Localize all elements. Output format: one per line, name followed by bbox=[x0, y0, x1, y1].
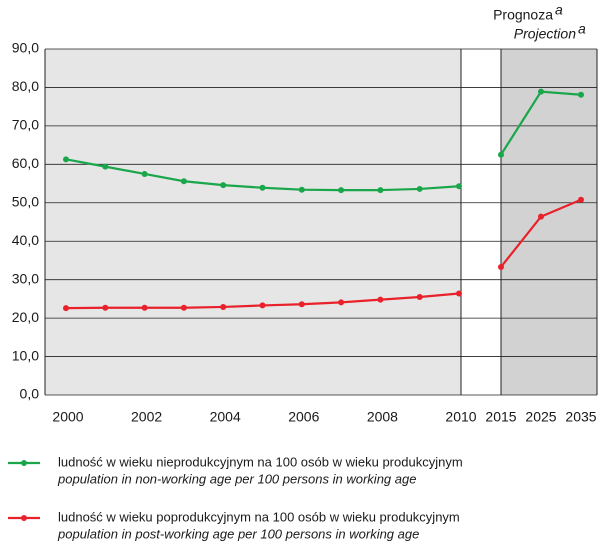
data-point bbox=[63, 305, 69, 312]
data-point bbox=[298, 301, 305, 308]
legend-label: ludność w wieku poprodukcyjnym na 100 os… bbox=[58, 509, 460, 524]
data-point bbox=[180, 304, 187, 311]
data-point bbox=[538, 213, 544, 220]
data-point bbox=[259, 302, 266, 309]
data-point bbox=[578, 196, 584, 203]
x-tick-label: 2015 bbox=[485, 409, 516, 425]
y-tick-label: 90,0 bbox=[12, 40, 39, 56]
x-tick-label: 2025 bbox=[525, 409, 556, 425]
data-point bbox=[377, 296, 384, 303]
x-tick-label: 2000 bbox=[52, 409, 83, 425]
x-tick-label: 2004 bbox=[210, 409, 241, 425]
data-point bbox=[298, 186, 305, 193]
data-point bbox=[456, 183, 462, 190]
legend-label-en: population in post-working age per 100 p… bbox=[57, 526, 419, 541]
y-tick-label: 80,0 bbox=[12, 78, 39, 94]
x-tick-label: 2010 bbox=[445, 409, 476, 425]
y-tick-label: 60,0 bbox=[12, 155, 39, 171]
x-tick-label: 2006 bbox=[288, 409, 319, 425]
data-point bbox=[102, 163, 109, 170]
data-point bbox=[538, 88, 544, 95]
y-tick-label: 40,0 bbox=[12, 232, 39, 248]
data-point bbox=[180, 178, 187, 185]
plot-background bbox=[45, 49, 597, 395]
data-point bbox=[141, 304, 148, 311]
forecast-area bbox=[501, 49, 597, 395]
annotation: Prognoza bbox=[493, 7, 553, 23]
legend-label: ludność w wieku nieprodukcyjnym na 100 o… bbox=[58, 454, 463, 469]
data-point bbox=[141, 170, 148, 177]
historical-area bbox=[45, 49, 461, 395]
data-point bbox=[377, 187, 384, 194]
y-tick-label: 70,0 bbox=[12, 117, 39, 133]
y-tick-label: 20,0 bbox=[12, 309, 39, 325]
data-point bbox=[220, 182, 227, 189]
data-point bbox=[578, 91, 584, 98]
data-point bbox=[338, 187, 345, 194]
y-tick-label: 10,0 bbox=[12, 347, 39, 363]
x-tick-label: 2008 bbox=[367, 409, 398, 425]
data-point bbox=[416, 185, 423, 192]
legend-label-en: population in non-working age per 100 pe… bbox=[57, 471, 416, 486]
data-point bbox=[63, 156, 69, 163]
y-tick-label: 0,0 bbox=[20, 386, 40, 402]
data-point bbox=[220, 303, 227, 310]
annotation-mark: a bbox=[555, 2, 563, 18]
legend-marker bbox=[21, 515, 27, 521]
annotation-mark: a bbox=[578, 21, 586, 37]
x-tick-label: 2035 bbox=[565, 409, 596, 425]
data-point bbox=[259, 184, 266, 191]
data-point bbox=[102, 304, 109, 311]
data-point bbox=[416, 293, 423, 300]
data-point bbox=[456, 290, 462, 297]
annotation: Projection bbox=[514, 26, 576, 42]
data-point bbox=[498, 151, 504, 158]
x-tick-label: 2002 bbox=[131, 409, 162, 425]
legend-marker bbox=[21, 460, 27, 466]
data-point bbox=[498, 263, 504, 270]
data-point bbox=[338, 299, 345, 306]
y-tick-label: 50,0 bbox=[12, 193, 39, 209]
y-tick-label: 30,0 bbox=[12, 270, 39, 286]
